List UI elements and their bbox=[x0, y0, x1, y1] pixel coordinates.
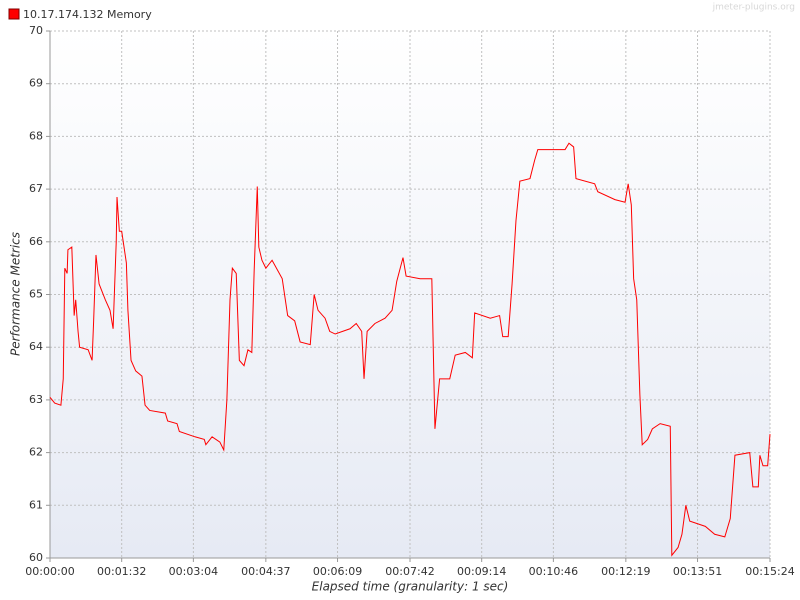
x-tick-label: 00:10:46 bbox=[529, 565, 578, 578]
y-tick-label: 68 bbox=[29, 129, 43, 142]
x-tick-label: 00:13:51 bbox=[673, 565, 722, 578]
y-axis-label: Performance Metrics bbox=[9, 232, 23, 356]
x-tick-label: 00:07:42 bbox=[385, 565, 434, 578]
y-tick-label: 67 bbox=[29, 182, 43, 195]
y-tick-label: 63 bbox=[29, 393, 43, 406]
x-tick-label: 00:09:14 bbox=[457, 565, 506, 578]
y-tick-label: 65 bbox=[29, 288, 43, 301]
y-tick-label: 70 bbox=[29, 24, 43, 37]
x-tick-label: 00:00:00 bbox=[25, 565, 74, 578]
y-tick-label: 69 bbox=[29, 77, 43, 90]
legend-swatch bbox=[8, 8, 20, 20]
x-tick-label: 00:03:04 bbox=[169, 565, 218, 578]
y-tick-label: 61 bbox=[29, 498, 43, 511]
y-tick-label: 64 bbox=[29, 340, 43, 353]
x-axis-label: Elapsed time (granularity: 1 sec) bbox=[312, 580, 509, 594]
x-tick-label: 00:12:19 bbox=[601, 565, 650, 578]
legend-label: 10.17.174.132 Memory bbox=[23, 8, 152, 21]
y-tick-label: 66 bbox=[29, 235, 43, 248]
x-tick-label: 00:06:09 bbox=[313, 565, 362, 578]
y-tick-label: 60 bbox=[29, 551, 43, 564]
x-tick-label: 00:01:32 bbox=[97, 565, 146, 578]
data-line bbox=[49, 142, 771, 557]
watermark: jmeter-plugins.org bbox=[712, 3, 795, 13]
x-tick-label: 00:04:37 bbox=[241, 565, 290, 578]
x-tick-label: 00:15:24 bbox=[745, 565, 794, 578]
y-tick-label: 62 bbox=[29, 446, 43, 459]
